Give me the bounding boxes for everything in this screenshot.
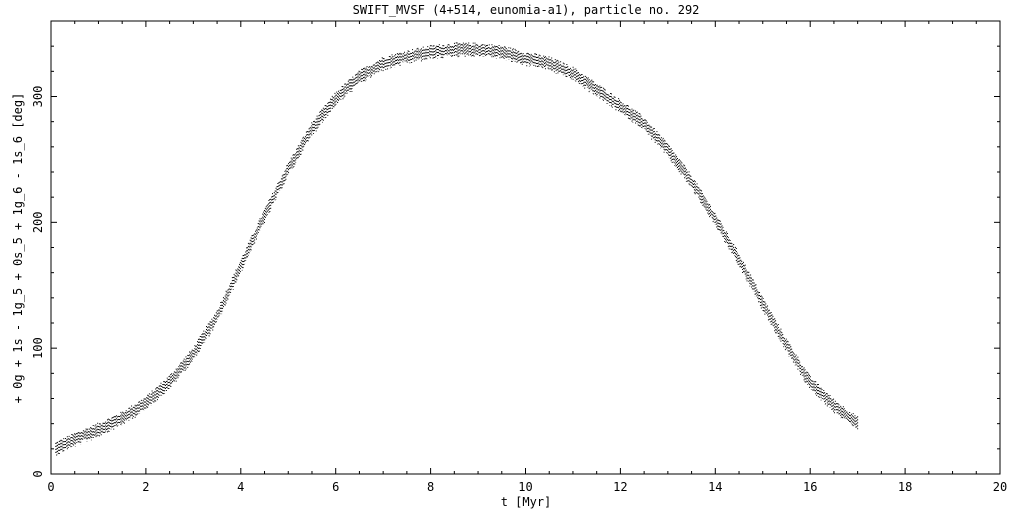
y-tick-label: 200 xyxy=(31,211,45,233)
x-tick-label: 16 xyxy=(803,480,817,494)
y-tick-label: 0 xyxy=(31,470,45,477)
x-tick-label: 12 xyxy=(613,480,627,494)
y-tick-label: 300 xyxy=(31,86,45,108)
y-axis-ticks: 0 100 200 300 xyxy=(31,20,1000,478)
x-tick-label: 4 xyxy=(237,480,244,494)
x-tick-label: 2 xyxy=(142,480,149,494)
chart-title: SWIFT_MVSF (4+514, eunomia-a1), particle… xyxy=(353,3,700,17)
x-tick-label: 0 xyxy=(47,480,54,494)
y-axis-label: + 0g + 1s - 1g_5 + 0s_5 + 1g_6 - 1s_6 [d… xyxy=(11,93,25,404)
x-tick-label: 6 xyxy=(332,480,339,494)
x-tick-label: 18 xyxy=(898,480,912,494)
y-tick-label: 100 xyxy=(31,337,45,359)
x-tick-label: 14 xyxy=(708,480,722,494)
x-tick-label: 20 xyxy=(993,480,1007,494)
x-axis-label: t [Myr] xyxy=(501,495,552,509)
x-tick-label: 8 xyxy=(427,480,434,494)
data-points xyxy=(55,42,859,456)
x-tick-label: 10 xyxy=(518,480,532,494)
x-axis-ticks: 0 2 4 6 8 10 12 14 16 18 20 xyxy=(47,21,1007,494)
